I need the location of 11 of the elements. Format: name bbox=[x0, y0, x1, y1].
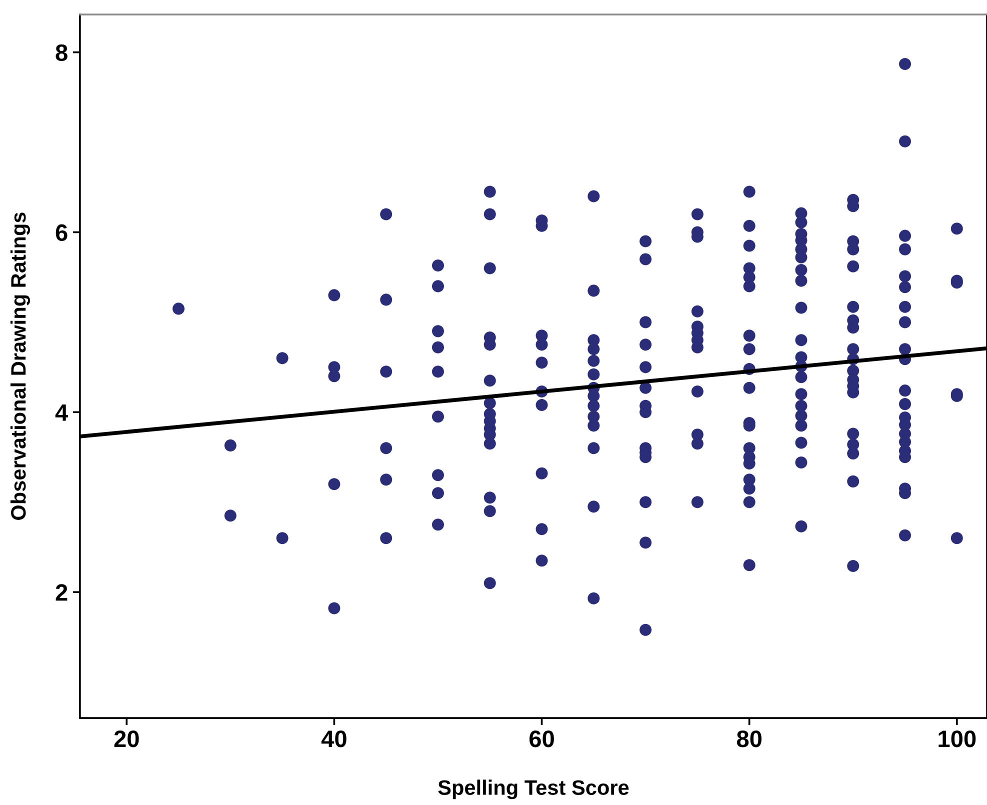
y-tick-label: 6 bbox=[56, 224, 68, 242]
x-axis-title: Spelling Test Score bbox=[438, 780, 629, 800]
x-tick-label: 100 bbox=[938, 730, 976, 748]
x-tick-label: 60 bbox=[530, 730, 554, 748]
y-axis-title: Observational Drawing Ratings bbox=[10, 212, 30, 520]
x-tick-label: 40 bbox=[321, 730, 346, 748]
x-tick-label: 20 bbox=[114, 730, 139, 748]
y-tick-label: 2 bbox=[56, 584, 68, 601]
y-tick-label: 8 bbox=[56, 44, 68, 62]
y-tick-label: 4 bbox=[55, 404, 68, 421]
x-tick-label: 80 bbox=[736, 730, 762, 748]
